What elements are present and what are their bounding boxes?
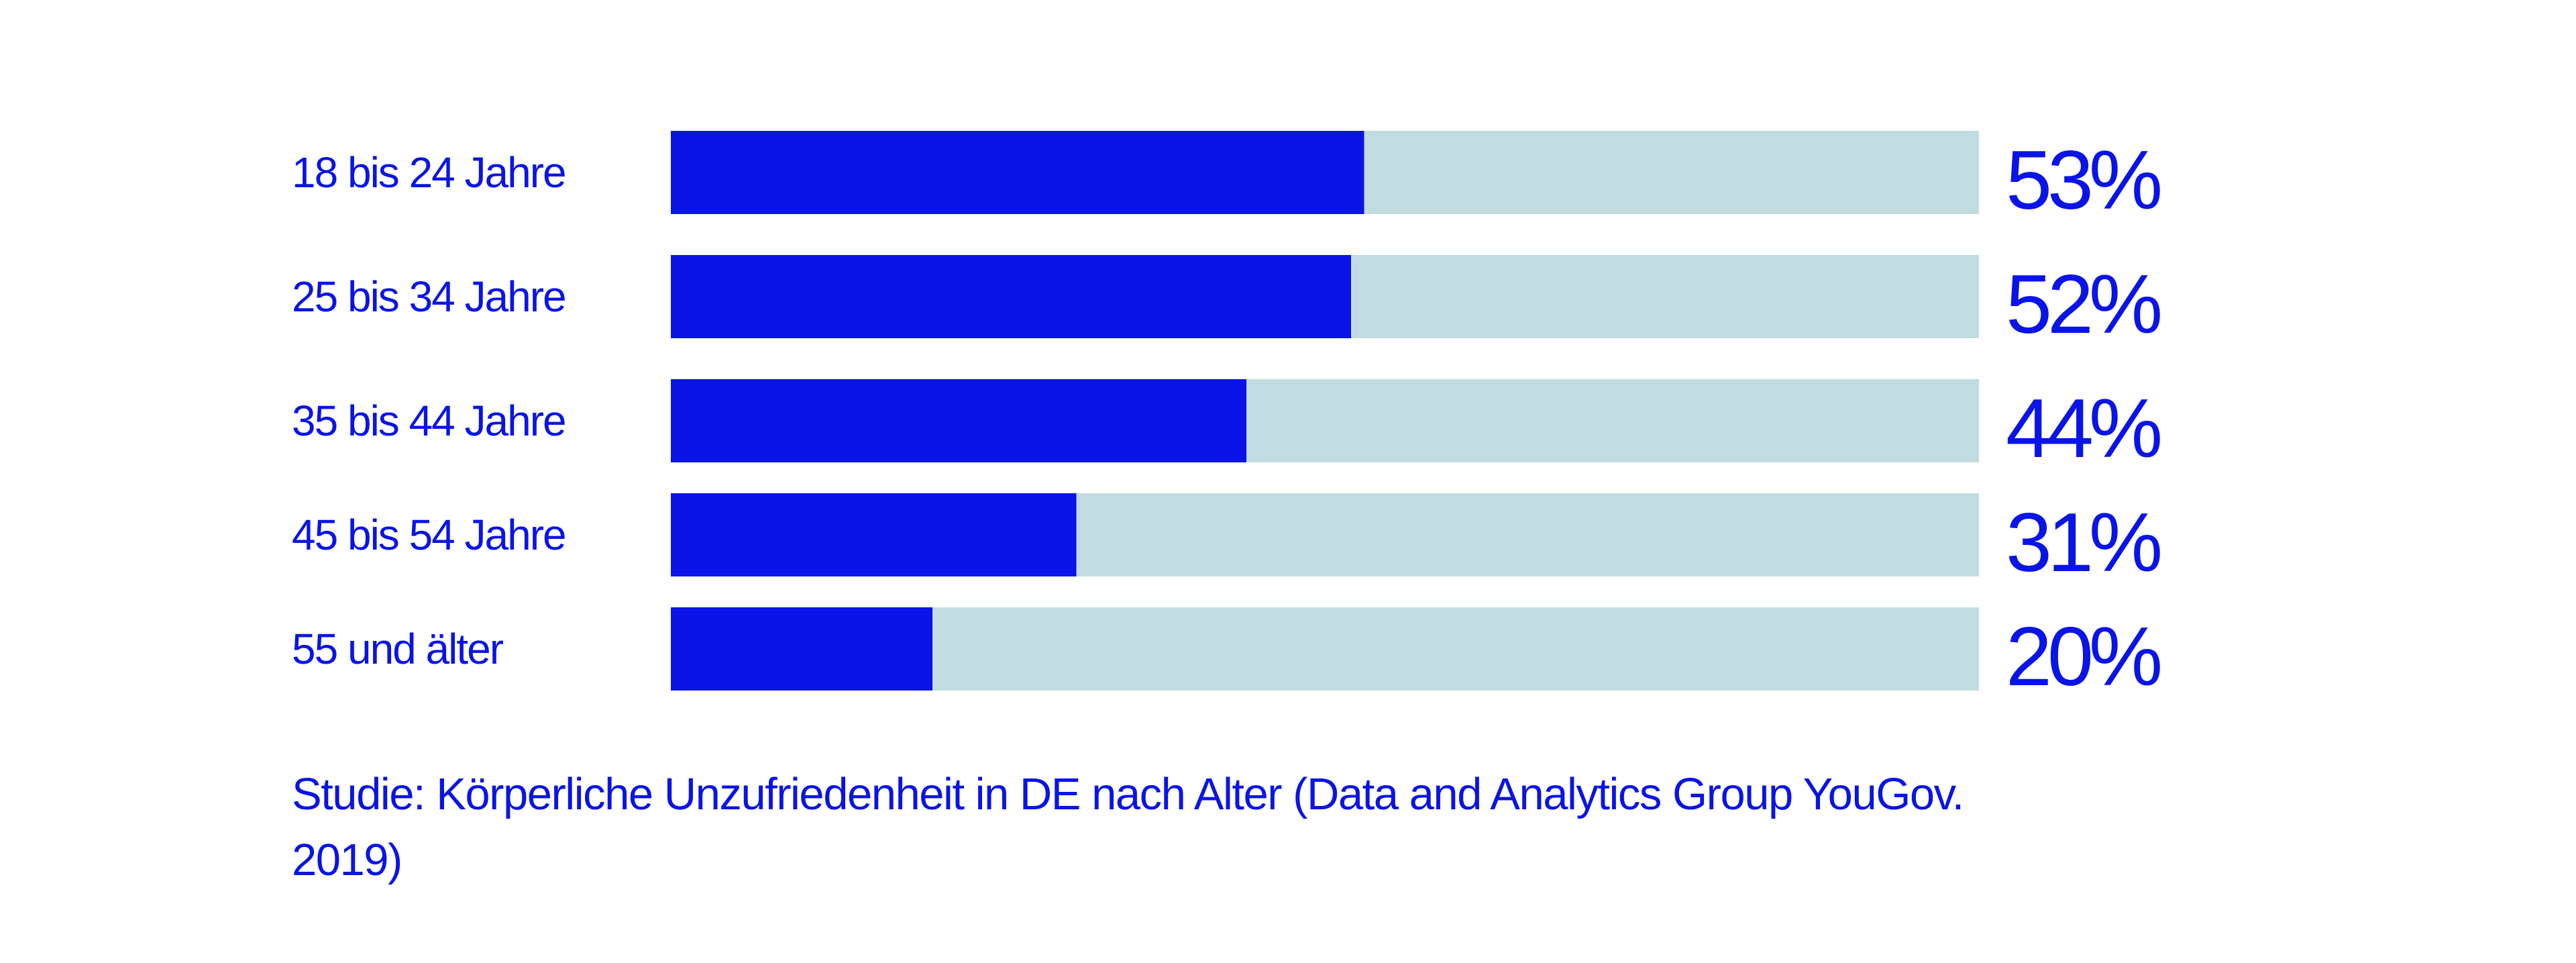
value-label: 52% — [2006, 258, 2160, 351]
bar-row: 18 bis 24 Jahre 53% — [292, 131, 2165, 227]
category-label: 18 bis 24 Jahre — [292, 148, 566, 197]
bar — [671, 493, 1077, 576]
bar — [671, 255, 1351, 338]
bar — [671, 379, 1246, 462]
bar-row: 45 bis 54 Jahre 31% — [292, 493, 2165, 589]
category-label: 35 bis 44 Jahre — [292, 397, 566, 445]
source-caption: Studie: Körperliche Unzufriedenheit in D… — [292, 769, 1964, 885]
bar-row: 55 und älter 20% — [292, 607, 2165, 703]
bar-row: 25 bis 34 Jahre 52% — [292, 255, 2165, 351]
value-label: 53% — [2006, 134, 2160, 227]
value-label: 31% — [2006, 497, 2160, 589]
bar-row: 35 bis 44 Jahre 44% — [292, 379, 2165, 475]
bar — [671, 607, 932, 691]
category-label: 25 bis 34 Jahre — [292, 272, 566, 321]
value-label: 44% — [2006, 383, 2160, 475]
value-label: 20% — [2006, 611, 2160, 703]
bar — [671, 131, 1364, 214]
category-label: 45 bis 54 Jahre — [292, 511, 566, 559]
category-label: 55 und älter — [292, 625, 504, 673]
